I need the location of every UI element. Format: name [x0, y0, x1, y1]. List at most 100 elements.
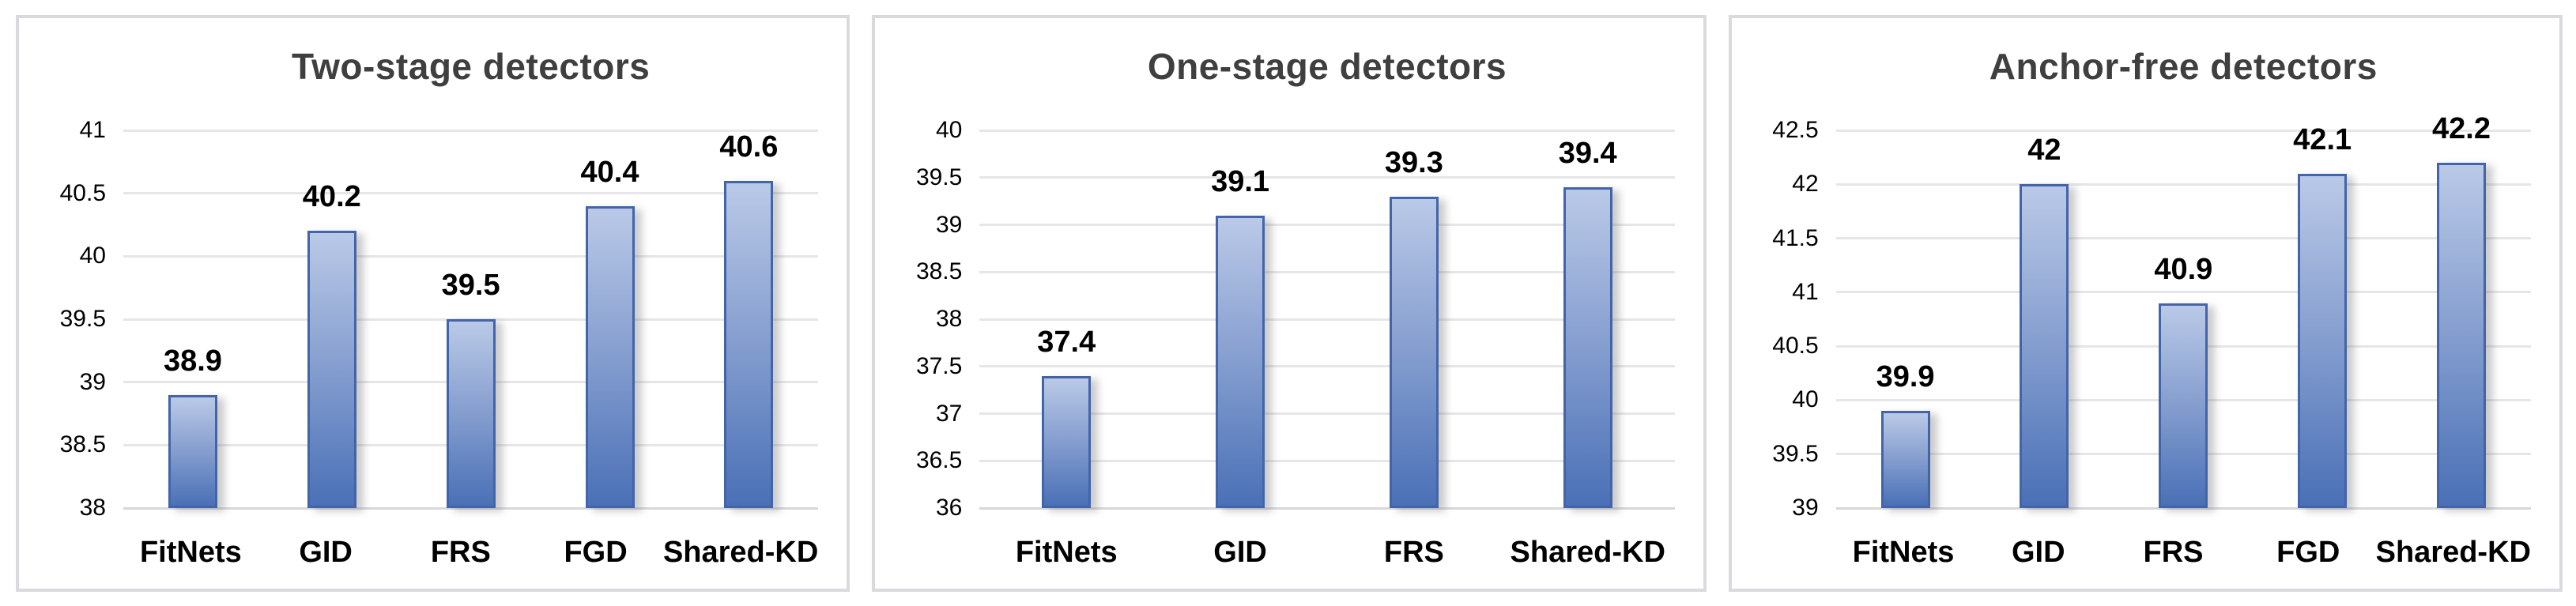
bar [1880, 411, 1930, 508]
gridline [979, 224, 1675, 226]
bar-slot: 42.1 [2253, 125, 2392, 508]
gridline [979, 129, 1675, 132]
chart-title: One-stage detectors [1147, 46, 1507, 87]
bar-value-label: 39.4 [1558, 136, 1617, 170]
y-tick-label: 38.5 [915, 258, 963, 285]
bar-slot: 42.2 [2392, 114, 2531, 508]
plot-area: 38.9 40.2 39.5 40.4 40.6 [123, 129, 819, 510]
y-tick-label: 38 [935, 306, 963, 332]
y-tick-label: 36.5 [915, 447, 963, 474]
bar-slot: 37.4 [979, 130, 1153, 508]
bar-slot: 40.9 [2114, 130, 2253, 508]
bar-slot: 39.9 [1836, 130, 1975, 508]
bars-group: 37.4 39.1 39.3 39.4 [979, 130, 1674, 508]
gridline [1835, 129, 2531, 132]
x-category-label: FitNets [139, 536, 242, 569]
x-category-label: FRS [1383, 536, 1444, 569]
x-axis: FitNets GID FRS FGD Shared-KD [1836, 536, 2531, 570]
gridline [979, 365, 1675, 368]
bar-value-label: 39.9 [1876, 360, 1935, 394]
x-category-label: FitNets [1852, 536, 1955, 569]
bar-value-label: 40.2 [302, 180, 361, 214]
x-category-label: GID [299, 536, 353, 569]
y-tick-label: 40.5 [1772, 333, 1819, 359]
bar-value-label: 42.1 [2293, 122, 2352, 156]
y-tick-label: 39.5 [59, 306, 106, 332]
bar [724, 180, 774, 508]
bar-value-label: 40.9 [2154, 252, 2213, 286]
y-tick-label: 39 [935, 211, 963, 238]
bar-value-label: 37.4 [1037, 325, 1096, 359]
bar [1216, 215, 1265, 508]
y-tick-label: 37.5 [915, 352, 963, 379]
bar [585, 205, 635, 508]
x-category-label: GID [1213, 536, 1267, 569]
bar [2020, 184, 2069, 508]
gridline [1835, 237, 2531, 240]
bar-slot: 40.4 [541, 130, 680, 508]
bar-slot: 42 [1975, 130, 2114, 508]
bar-slot: 40.6 [679, 130, 818, 508]
y-tick-label: 40 [935, 117, 963, 143]
bar [1042, 375, 1092, 508]
plot-area: 37.4 39.1 39.3 39.4 [979, 129, 1675, 510]
bar [168, 394, 217, 508]
gridline [1835, 183, 2531, 186]
x-axis-line [123, 506, 819, 510]
bar-value-label: 42 [2027, 134, 2061, 167]
bar [2159, 303, 2208, 508]
bar-value-label: 38.9 [163, 344, 222, 378]
y-tick-label: 40 [1792, 386, 1819, 413]
bar-slot: 39.3 [1327, 130, 1501, 508]
y-axis: 41 40.5 40 39.5 39 38.5 38 [19, 117, 111, 521]
chart-panel: One-stage detectors 40 39.5 39 38.5 38 37.5 37… [872, 15, 1707, 592]
bar-slot: 40.2 [262, 130, 402, 508]
chart-title: Two-stage detectors [291, 46, 651, 87]
y-tick-label: 41 [1792, 278, 1819, 305]
y-tick-label: 40 [79, 243, 106, 269]
x-category-label: FRS [2143, 536, 2204, 569]
y-axis: 42.5 42 41.5 41 40.5 40 39.5 39 [1732, 117, 1824, 521]
bar-value-label: 39.1 [1211, 164, 1270, 198]
x-category-label: FGD [2276, 536, 2340, 569]
bar-slot: 38.9 [123, 130, 262, 508]
bar [307, 231, 356, 508]
gridline [979, 318, 1675, 321]
gridline [979, 176, 1675, 179]
bar [446, 319, 496, 508]
bars-group: 38.9 40.2 39.5 40.4 40.6 [123, 130, 818, 508]
bar [2298, 173, 2348, 508]
y-tick-label: 38.5 [59, 431, 106, 458]
gridline [1835, 291, 2531, 294]
bar-value-label: 39.5 [441, 269, 500, 302]
bar-value-label: 40.6 [719, 130, 779, 164]
bar-slot: 39.4 [1501, 130, 1675, 508]
x-category-label: Shared-KD [662, 536, 819, 569]
gridline [123, 254, 819, 258]
chart-title: Anchor-free detectors [1989, 46, 2378, 87]
x-category-label: Shared-KD [1510, 536, 1665, 569]
y-tick-label: 39.5 [915, 164, 963, 190]
gridline [979, 412, 1675, 415]
bar-value-label: 40.4 [580, 155, 639, 189]
bar-slot: 39.1 [1153, 130, 1327, 508]
gridline [979, 270, 1675, 273]
plot-area: 39.9 42 40.9 42.1 42.2 [1835, 114, 2531, 510]
chart-panel: Two-stage detectors 41 40.5 40 39.5 39 38.5 38… [16, 15, 850, 592]
bar-value-label: 39.3 [1384, 145, 1443, 179]
bar-slot: 39.5 [402, 130, 541, 508]
gridline [979, 459, 1675, 462]
x-category-label: FRS [430, 536, 491, 569]
bar-value-label: 42.2 [2432, 111, 2491, 145]
chart-panel: Anchor-free detectors 42.5 42 41.5 41 40.5 40… [1728, 15, 2563, 592]
y-tick-label: 39 [79, 368, 106, 395]
gridline [123, 192, 819, 195]
y-tick-label: 41 [79, 117, 106, 143]
gridline [123, 129, 819, 132]
y-tick-label: 42.5 [1772, 117, 1819, 143]
y-axis: 40 39.5 39 38.5 38 37.5 37 36.5 36 [875, 117, 967, 521]
x-axis-line [979, 506, 1675, 510]
x-category-label: Shared-KD [2375, 536, 2531, 569]
bar [2437, 162, 2487, 508]
